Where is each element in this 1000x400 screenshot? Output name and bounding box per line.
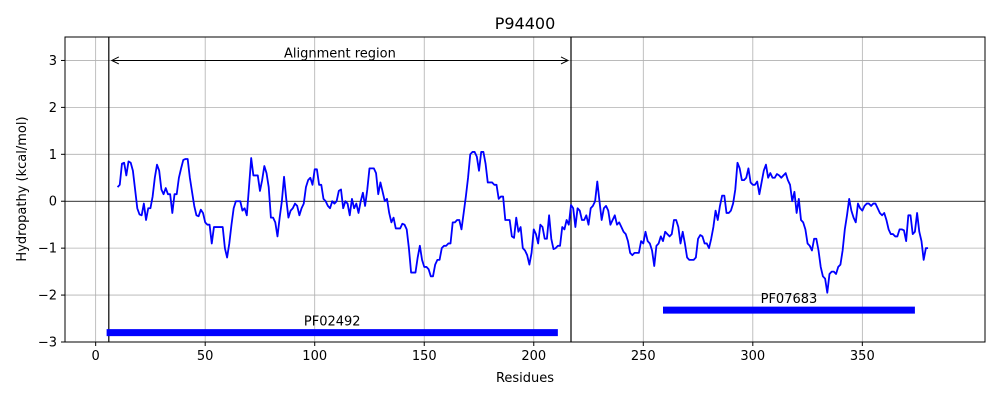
arrow-head-left bbox=[110, 56, 120, 65]
x-tick-label: 200 bbox=[521, 349, 546, 364]
axes-frame bbox=[64, 36, 986, 343]
plot-area: PF02492 PF07683 Alignment region 0 50 100 150 2… bbox=[38, 36, 986, 364]
y-tick-label: 2 bbox=[49, 101, 57, 116]
y-axis-title: Hydropathy (kcal/mol) bbox=[15, 116, 30, 261]
x-tick-label: 250 bbox=[631, 349, 656, 364]
x-tick-label: 300 bbox=[740, 349, 765, 364]
y-tick-label: 0 bbox=[49, 195, 57, 210]
x-tick-label: 100 bbox=[302, 349, 327, 364]
y-tick-label: −3 bbox=[38, 336, 57, 351]
domain-label: PF07683 bbox=[761, 292, 818, 307]
y-tick-label: 3 bbox=[49, 54, 57, 69]
arrow-head-right bbox=[560, 56, 570, 65]
y-tick-label: −2 bbox=[38, 289, 57, 304]
domain-label: PF02492 bbox=[304, 315, 361, 330]
x-tick-label: 0 bbox=[92, 349, 100, 364]
chart-title: P94400 bbox=[495, 14, 556, 33]
y-tick-label: 1 bbox=[49, 148, 57, 163]
y-tick-label: −1 bbox=[38, 242, 57, 257]
x-tick-label: 150 bbox=[412, 349, 437, 364]
x-axis-title: Residues bbox=[496, 371, 554, 386]
x-tick-label: 50 bbox=[197, 349, 214, 364]
alignment-label: Alignment region bbox=[284, 46, 396, 61]
hydropathy-line bbox=[116, 151, 929, 294]
x-tick-label: 350 bbox=[850, 349, 875, 364]
